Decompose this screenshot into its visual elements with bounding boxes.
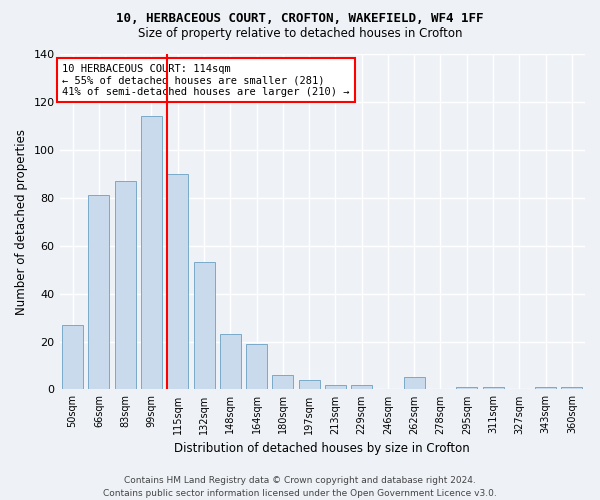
Bar [404, 378, 425, 390]
Bar [351, 384, 372, 390]
Bar [115, 181, 136, 390]
Y-axis label: Number of detached properties: Number of detached properties [15, 128, 28, 314]
X-axis label: Distribution of detached houses by size in Crofton: Distribution of detached houses by size … [175, 442, 470, 455]
Bar [194, 262, 215, 390]
Text: 10 HERBACEOUS COURT: 114sqm
← 55% of detached houses are smaller (281)
41% of se: 10 HERBACEOUS COURT: 114sqm ← 55% of det… [62, 64, 350, 97]
Bar [325, 384, 346, 390]
Text: Contains HM Land Registry data © Crown copyright and database right 2024.
Contai: Contains HM Land Registry data © Crown c… [103, 476, 497, 498]
Bar [62, 324, 83, 390]
Bar [88, 196, 109, 390]
Bar [272, 375, 293, 390]
Bar [141, 116, 162, 390]
Text: 10, HERBACEOUS COURT, CROFTON, WAKEFIELD, WF4 1FF: 10, HERBACEOUS COURT, CROFTON, WAKEFIELD… [116, 12, 484, 26]
Bar [299, 380, 320, 390]
Bar [535, 387, 556, 390]
Bar [246, 344, 267, 390]
Bar [482, 387, 503, 390]
Bar [562, 387, 583, 390]
Text: Size of property relative to detached houses in Crofton: Size of property relative to detached ho… [138, 28, 462, 40]
Bar [220, 334, 241, 390]
Bar [167, 174, 188, 390]
Bar [456, 387, 477, 390]
